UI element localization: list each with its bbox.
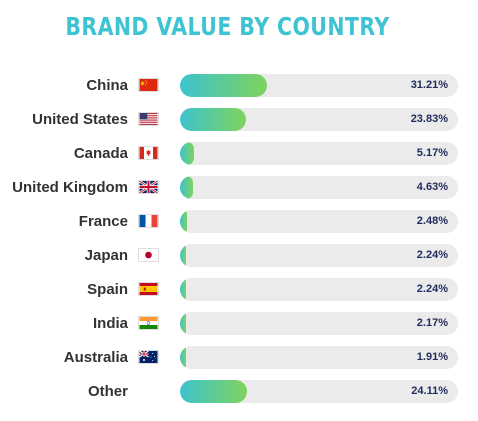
value-label: 4.63%: [416, 181, 448, 193]
france-flag-icon: [138, 214, 159, 228]
bar-track: [180, 142, 458, 165]
bar: [180, 244, 187, 267]
bar-row: Canada 5.17%: [0, 137, 478, 171]
value-label: 31.21%: [410, 79, 448, 91]
bar: [180, 176, 193, 199]
bar-track: [180, 74, 458, 97]
value-label: 24.11%: [411, 385, 448, 397]
chart-title: BRAND VALUE BY COUNTRY: [65, 12, 390, 41]
value-label: 2.17%: [416, 317, 448, 329]
bar: [180, 380, 248, 403]
bar-row: China 31.21%: [0, 69, 478, 103]
bar-row: Spain 2.24%: [0, 273, 478, 307]
bar-track: [180, 210, 458, 233]
bar-track: [180, 346, 458, 369]
category-label: Japan: [84, 247, 128, 264]
uk-flag-icon: [138, 180, 159, 194]
category-label: India: [92, 315, 128, 332]
bar: [180, 346, 186, 369]
bar: [180, 278, 187, 301]
bar-track: [180, 380, 458, 403]
category-label: United Kingdom: [12, 179, 128, 196]
bar-track: [180, 244, 458, 267]
bar-row: United Kingdom 4.63%: [0, 171, 478, 205]
canada-flag-icon: [138, 146, 159, 160]
bar: [180, 142, 195, 165]
category-label: Spain: [87, 281, 128, 298]
australia-flag-icon: [138, 350, 159, 364]
value-label: 2.24%: [416, 249, 448, 261]
bar: [180, 210, 187, 233]
value-label: 23.83%: [410, 113, 448, 125]
bar-row: Australia 1.91%: [0, 341, 478, 375]
category-label: Australia: [63, 349, 128, 366]
china-flag-icon: [138, 78, 159, 92]
bar-chart: China 31.21% United States 23.83% Canada 5.17…: [0, 69, 478, 409]
bar: [180, 108, 247, 131]
bar-row: United States 23.83%: [0, 103, 478, 137]
category-label: China: [86, 77, 128, 94]
bar-track: [180, 108, 458, 131]
bar-row: Japan 2.24%: [0, 239, 478, 273]
bar: [180, 312, 187, 335]
bar-row: India 2.17%: [0, 307, 478, 341]
value-label: 2.48%: [416, 215, 448, 227]
bar-row: Other 24.11%: [0, 375, 478, 409]
bar-track: [180, 176, 458, 199]
value-label: 5.17%: [416, 147, 448, 159]
bar: [180, 74, 267, 97]
usa-flag-icon: [138, 112, 159, 126]
bar-track: [180, 312, 458, 335]
category-label: Other: [87, 383, 128, 400]
category-label: Canada: [73, 145, 128, 162]
spain-flag-icon: [138, 282, 159, 296]
value-label: 2.24%: [416, 283, 448, 295]
bar-row: France 2.48%: [0, 205, 478, 239]
category-label: France: [78, 213, 128, 230]
india-flag-icon: [138, 316, 159, 330]
category-label: United States: [32, 111, 128, 128]
value-label: 1.91%: [416, 351, 448, 363]
bar-track: [180, 278, 458, 301]
japan-flag-icon: [138, 248, 159, 262]
